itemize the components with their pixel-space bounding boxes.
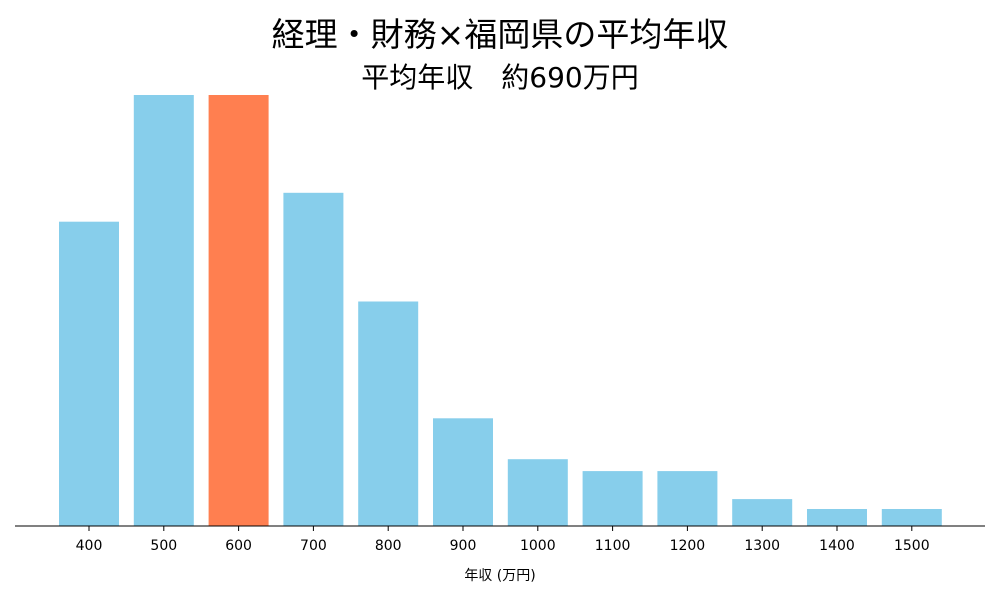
chart-title: 経理・財務×福岡県の平均年収 xyxy=(271,15,729,54)
bars-group xyxy=(59,95,942,527)
bar-700 xyxy=(283,192,344,527)
bar-900 xyxy=(433,418,493,527)
bar-600 xyxy=(208,95,269,526)
bar-800 xyxy=(358,301,419,526)
bar-1200 xyxy=(657,471,718,526)
x-tick-label-1200: 1200 xyxy=(670,538,706,554)
bar-1500 xyxy=(881,509,942,526)
x-tick-label-600: 600 xyxy=(225,538,252,554)
x-tick-label-1400: 1400 xyxy=(819,538,855,554)
bar-1000 xyxy=(507,459,568,526)
x-tick-label-500: 500 xyxy=(150,538,177,554)
x-tick-label-700: 700 xyxy=(300,538,327,554)
x-tick-label-800: 800 xyxy=(375,538,402,554)
x-tick-label-1300: 1300 xyxy=(744,538,780,554)
chart-subtitle: 平均年収 約690万円 xyxy=(361,61,639,94)
bar-1300 xyxy=(732,499,793,526)
x-tick-label-1500: 1500 xyxy=(894,538,930,554)
bar-1400 xyxy=(807,509,867,526)
bar-400 xyxy=(59,221,119,526)
x-tick-label-900: 900 xyxy=(450,538,477,554)
bar-500 xyxy=(133,95,194,526)
bar-1100 xyxy=(582,471,643,526)
x-tick-label-400: 400 xyxy=(76,538,103,554)
x-ticks-group: 400 500 600 700 800 900 1000 1100 1200 1300 1400 15… xyxy=(76,526,930,554)
x-tick-label-1100: 1100 xyxy=(595,538,631,554)
x-tick-label-1000: 1000 xyxy=(520,538,556,554)
x-axis-label: 年収 (万円) xyxy=(464,568,535,584)
